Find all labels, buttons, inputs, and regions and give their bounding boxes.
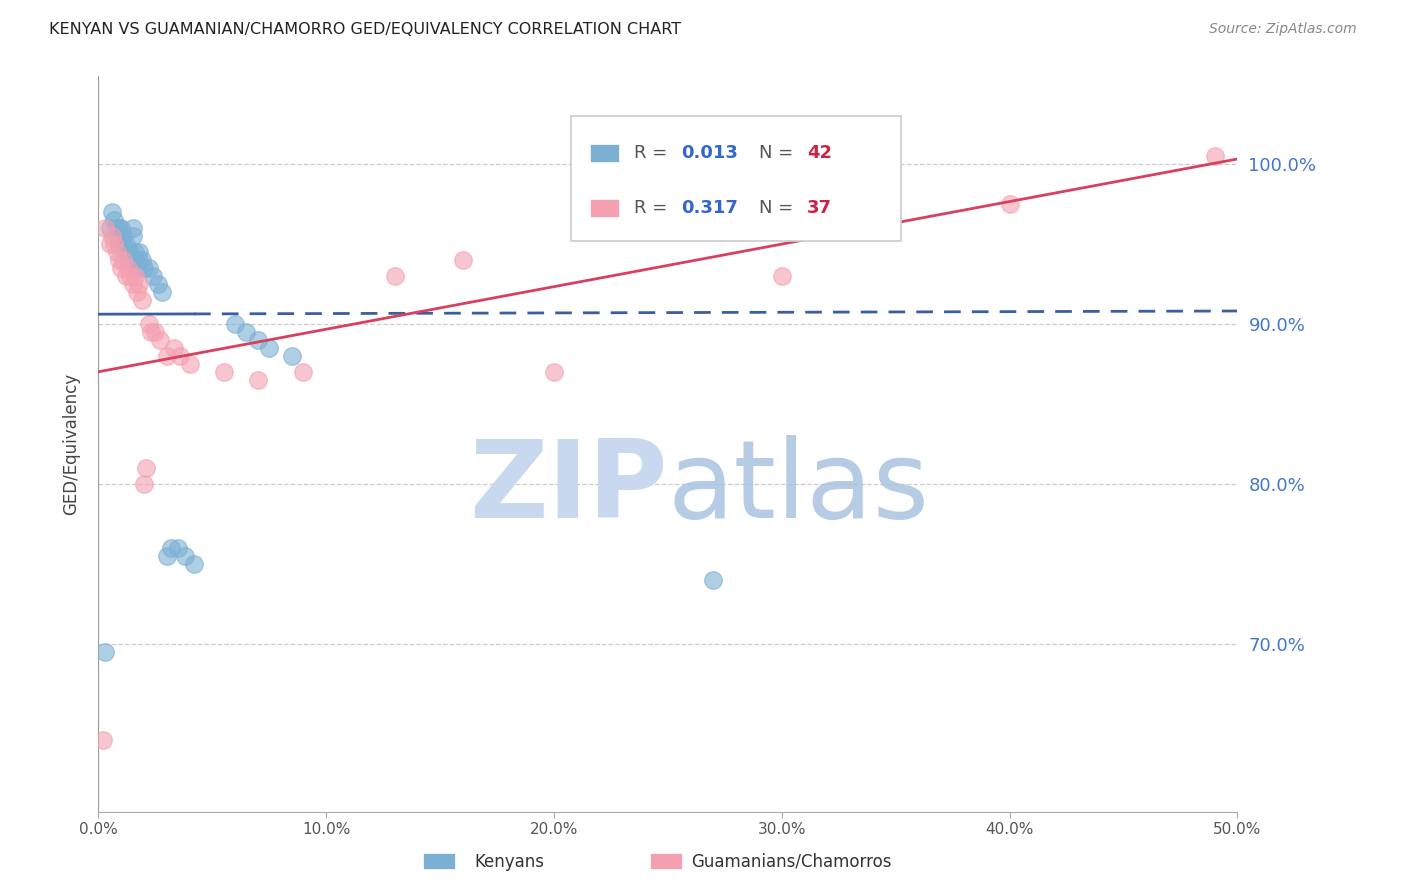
Text: KENYAN VS GUAMANIAN/CHAMORRO GED/EQUIVALENCY CORRELATION CHART: KENYAN VS GUAMANIAN/CHAMORRO GED/EQUIVAL… — [49, 22, 682, 37]
Text: R =: R = — [634, 199, 672, 218]
Point — [138, 317, 160, 331]
Point — [101, 204, 124, 219]
Point — [105, 244, 128, 259]
Point — [142, 268, 165, 283]
Text: 37: 37 — [807, 199, 832, 218]
Point — [135, 460, 157, 475]
Point — [108, 220, 131, 235]
Point — [235, 325, 257, 339]
FancyBboxPatch shape — [650, 853, 682, 869]
Point — [94, 220, 117, 235]
Point — [702, 573, 724, 587]
Point — [124, 244, 146, 259]
Point — [128, 244, 150, 259]
Point — [112, 228, 135, 243]
Point — [162, 341, 184, 355]
Point — [156, 549, 179, 563]
Point — [110, 220, 132, 235]
Point — [98, 236, 121, 251]
Point — [103, 236, 125, 251]
Point — [259, 341, 281, 355]
Point — [91, 732, 114, 747]
Point — [212, 365, 235, 379]
Point — [169, 349, 191, 363]
Text: 0.317: 0.317 — [682, 199, 738, 218]
Point — [105, 220, 128, 235]
Point — [124, 268, 146, 283]
Point — [108, 236, 131, 251]
Point — [127, 260, 149, 275]
Point — [174, 549, 197, 563]
Point — [121, 277, 143, 291]
Point — [120, 252, 142, 267]
Point — [132, 476, 155, 491]
Point — [183, 557, 205, 571]
Point — [120, 268, 142, 283]
Point — [127, 285, 149, 299]
Point — [121, 220, 143, 235]
Point — [117, 260, 139, 275]
FancyBboxPatch shape — [591, 144, 619, 162]
Point — [117, 244, 139, 259]
Text: N =: N = — [759, 144, 799, 162]
Point — [160, 541, 183, 555]
Point — [128, 277, 150, 291]
Text: ZIP: ZIP — [470, 435, 668, 541]
Point — [108, 252, 131, 267]
Text: atlas: atlas — [668, 435, 929, 541]
Text: R =: R = — [634, 144, 672, 162]
Point — [110, 228, 132, 243]
Point — [98, 220, 121, 235]
Text: N =: N = — [759, 199, 799, 218]
Point — [114, 236, 136, 251]
Point — [384, 268, 406, 283]
Point — [94, 645, 117, 659]
Point — [112, 236, 135, 251]
Point — [121, 228, 143, 243]
Point — [292, 365, 315, 379]
Text: 42: 42 — [807, 144, 832, 162]
Point — [128, 252, 150, 267]
Point — [451, 252, 474, 267]
Point — [246, 333, 269, 347]
Point — [150, 285, 173, 299]
Point — [139, 325, 162, 339]
Point — [114, 268, 136, 283]
Point — [112, 252, 135, 267]
Point — [131, 293, 153, 307]
Point — [167, 541, 190, 555]
Y-axis label: GED/Equivalency: GED/Equivalency — [62, 373, 80, 515]
Point — [103, 212, 125, 227]
Point — [770, 268, 793, 283]
Point — [120, 244, 142, 259]
Point — [179, 357, 201, 371]
Point — [156, 349, 179, 363]
FancyBboxPatch shape — [571, 116, 901, 242]
Point — [124, 252, 146, 267]
Point — [246, 373, 269, 387]
Point — [110, 260, 132, 275]
Point — [131, 252, 153, 267]
Point — [146, 277, 169, 291]
Point — [149, 333, 172, 347]
Point — [657, 220, 679, 235]
FancyBboxPatch shape — [591, 199, 619, 218]
Point — [105, 228, 128, 243]
FancyBboxPatch shape — [423, 853, 456, 869]
Point — [117, 252, 139, 267]
Point — [114, 244, 136, 259]
Point — [998, 196, 1021, 211]
Text: Kenyans: Kenyans — [474, 853, 544, 871]
Point — [224, 317, 246, 331]
Point — [132, 260, 155, 275]
Text: 0.013: 0.013 — [682, 144, 738, 162]
Point — [145, 325, 167, 339]
Text: Source: ZipAtlas.com: Source: ZipAtlas.com — [1209, 22, 1357, 37]
Point — [543, 365, 565, 379]
Point — [138, 260, 160, 275]
Point — [281, 349, 304, 363]
Point — [1204, 149, 1226, 163]
Text: Guamanians/Chamorros: Guamanians/Chamorros — [690, 853, 891, 871]
Point — [101, 228, 124, 243]
